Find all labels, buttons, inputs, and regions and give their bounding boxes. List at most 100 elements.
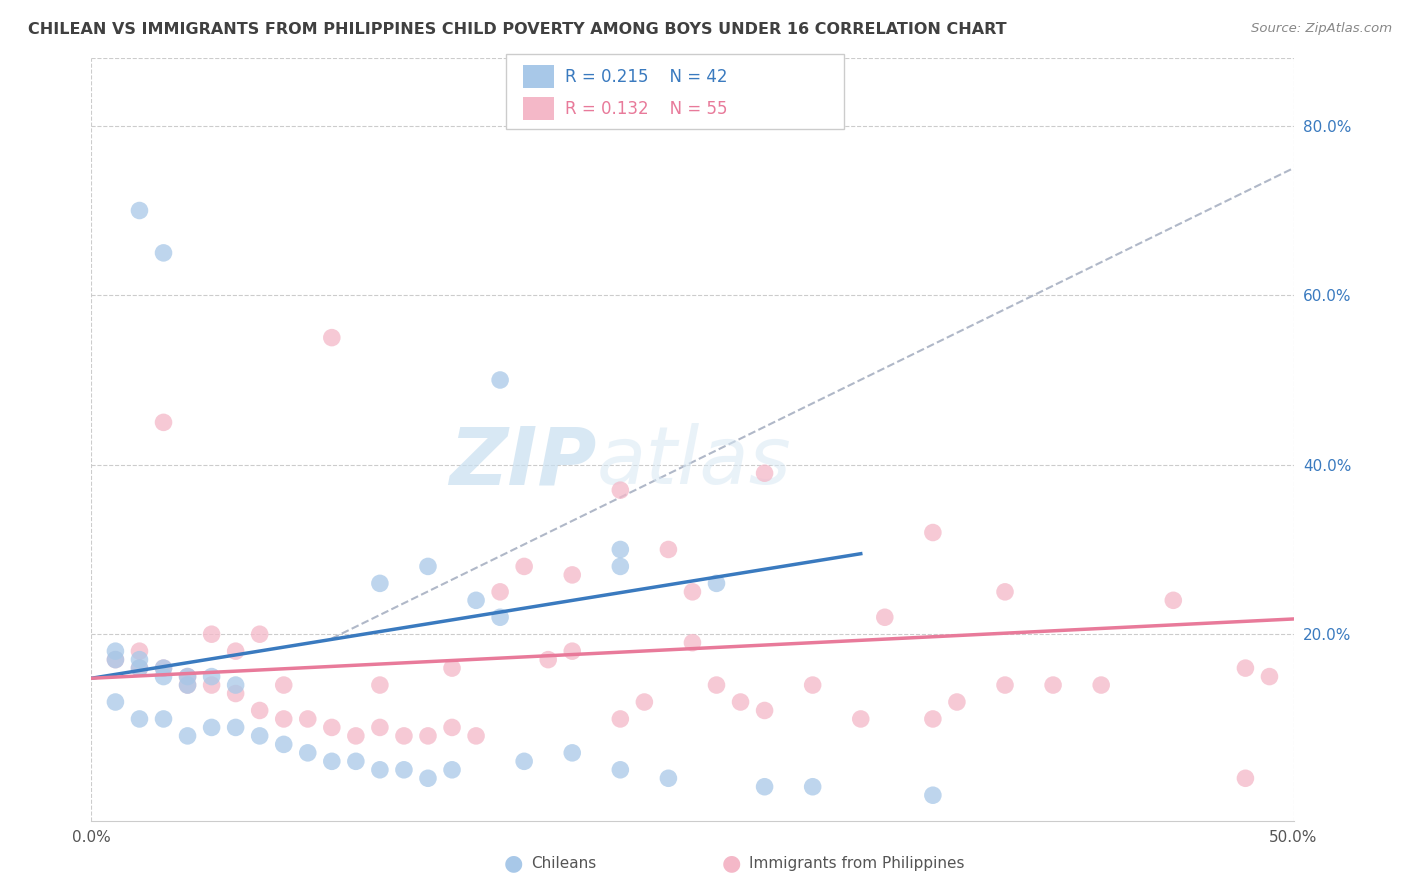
Point [440,763,463,777]
Point [104,695,127,709]
Point [489,373,512,387]
Text: Source: ZipAtlas.com: Source: ZipAtlas.com [1251,22,1392,36]
Point [152,661,174,675]
Point [273,678,295,692]
Point [609,763,631,777]
Point [321,721,343,735]
Point [273,737,295,751]
Point [730,695,752,709]
Point [128,653,150,667]
Point [1090,678,1112,692]
Point [416,729,439,743]
Point [416,771,439,786]
Point [104,644,127,658]
Point [128,203,150,218]
Point [225,687,247,701]
Point [489,585,512,599]
Point [128,661,150,675]
Point [609,712,631,726]
Point [201,669,224,684]
Text: Immigrants from Philippines: Immigrants from Philippines [749,856,965,871]
Point [176,669,198,684]
Point [368,678,391,692]
Point [321,755,343,769]
Point [922,712,945,726]
Point [152,669,174,684]
Text: atlas: atlas [596,423,792,501]
Point [1234,771,1257,786]
Point [128,644,150,658]
Point [392,763,415,777]
Point [1042,678,1064,692]
Point [297,746,319,760]
Point [440,721,463,735]
Point [249,627,271,641]
Point [681,635,703,649]
Point [489,610,512,624]
Point [104,653,127,667]
Point [873,610,896,624]
Point [994,678,1017,692]
Text: R = 0.215    N = 42: R = 0.215 N = 42 [565,68,728,86]
Point [152,661,174,675]
Point [1258,669,1281,684]
Point [801,780,824,794]
Point [706,678,728,692]
Point [754,703,776,717]
Point [368,763,391,777]
Point [368,576,391,591]
Point [344,755,367,769]
Point [633,695,655,709]
Point [152,712,174,726]
Point [249,703,271,717]
Point [368,721,391,735]
Point [946,695,969,709]
Point [321,330,343,344]
Point [513,559,536,574]
Point [1234,661,1257,675]
Point [225,644,247,658]
Point [176,678,198,692]
Point [249,729,271,743]
Point [297,712,319,726]
Text: R = 0.132    N = 55: R = 0.132 N = 55 [565,100,728,118]
Point [176,678,198,692]
Text: ZIP: ZIP [449,423,596,501]
Point [273,712,295,726]
Point [392,729,415,743]
Point [706,576,728,591]
Point [657,542,679,557]
Point [922,789,945,803]
Point [225,678,247,692]
Point [609,483,631,498]
Point [609,542,631,557]
Point [416,559,439,574]
Point [465,593,488,607]
Point [201,627,224,641]
Point [681,585,703,599]
Point [754,780,776,794]
Point [1161,593,1184,607]
Point [128,661,150,675]
Point [201,721,224,735]
Point [152,416,174,430]
Point [754,466,776,480]
Point [849,712,872,726]
Point [201,678,224,692]
Point [465,729,488,743]
Point [537,653,560,667]
Point [104,653,127,667]
Point [801,678,824,692]
Point [176,729,198,743]
Point [561,568,583,582]
Point [994,585,1017,599]
Point [152,245,174,260]
Text: Chileans: Chileans [531,856,596,871]
Point [176,669,198,684]
Point [128,712,150,726]
Point [609,559,631,574]
Point [922,525,945,540]
Text: ●: ● [503,854,523,873]
Point [657,771,679,786]
Point [225,721,247,735]
